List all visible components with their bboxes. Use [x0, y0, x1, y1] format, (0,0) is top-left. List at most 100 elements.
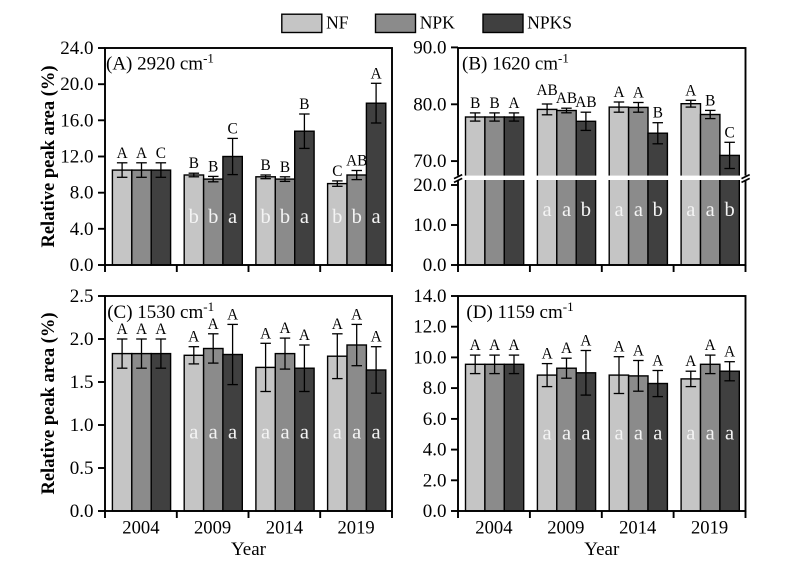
svg-text:C: C	[724, 124, 734, 141]
svg-text:a: a	[300, 206, 309, 228]
svg-text:0.0: 0.0	[70, 501, 94, 522]
svg-text:2014: 2014	[266, 518, 303, 539]
svg-text:a: a	[686, 423, 695, 445]
svg-text:A: A	[580, 333, 591, 350]
svg-text:2009: 2009	[194, 518, 231, 539]
svg-text:A: A	[561, 340, 572, 357]
svg-text:a: a	[562, 423, 571, 445]
svg-text:b: b	[280, 206, 290, 228]
svg-text:A: A	[117, 321, 128, 338]
svg-text:0.0: 0.0	[70, 255, 94, 276]
svg-text:2.5: 2.5	[70, 286, 94, 307]
svg-text:C: C	[156, 145, 166, 162]
svg-text:80.0: 80.0	[413, 94, 446, 115]
svg-text:a: a	[634, 199, 643, 221]
svg-text:(B) 1620 cm-1: (B) 1620 cm-1	[462, 50, 569, 74]
svg-text:(D) 1159 cm-1: (D) 1159 cm-1	[466, 299, 573, 323]
svg-text:B: B	[489, 95, 499, 112]
svg-text:10.0: 10.0	[413, 215, 446, 236]
svg-text:AB: AB	[575, 94, 596, 111]
svg-text:Year: Year	[584, 539, 620, 560]
svg-text:A: A	[489, 337, 500, 354]
svg-text:A: A	[117, 145, 128, 162]
svg-text:B: B	[260, 157, 270, 174]
svg-text:a: a	[372, 206, 381, 228]
svg-text:4.0: 4.0	[423, 440, 447, 461]
svg-text:a: a	[543, 199, 552, 221]
svg-text:a: a	[581, 423, 590, 445]
svg-text:A: A	[279, 320, 290, 337]
svg-text:1.0: 1.0	[70, 415, 94, 436]
svg-text:2.0: 2.0	[70, 329, 94, 350]
svg-text:a: a	[352, 422, 361, 444]
svg-text:A: A	[136, 145, 147, 162]
svg-text:2014: 2014	[619, 518, 656, 539]
svg-text:a: a	[261, 422, 270, 444]
svg-text:A: A	[613, 84, 624, 101]
svg-text:14.0: 14.0	[413, 286, 446, 307]
svg-text:a: a	[228, 422, 237, 444]
svg-text:A: A	[508, 95, 519, 112]
svg-text:AB: AB	[536, 82, 557, 99]
svg-text:b: b	[581, 199, 591, 221]
svg-text:4.0: 4.0	[70, 219, 94, 240]
svg-text:B: B	[705, 92, 715, 109]
svg-text:20.0: 20.0	[413, 175, 446, 196]
svg-text:B: B	[189, 155, 199, 172]
svg-text:a: a	[706, 423, 715, 445]
svg-text:A: A	[188, 329, 199, 346]
svg-text:A: A	[351, 306, 362, 323]
svg-text:A: A	[705, 337, 716, 354]
svg-text:b: b	[724, 199, 734, 221]
svg-text:B: B	[208, 158, 218, 175]
svg-text:70.0: 70.0	[413, 151, 446, 172]
svg-text:Relative peak area (%): Relative peak area (%)	[39, 312, 59, 494]
svg-text:A: A	[371, 65, 382, 82]
svg-text:A: A	[227, 306, 238, 323]
svg-text:B: B	[299, 96, 309, 113]
svg-text:A: A	[371, 329, 382, 346]
svg-text:6.0: 6.0	[423, 409, 447, 430]
svg-text:a: a	[189, 422, 198, 444]
svg-text:A: A	[613, 339, 624, 356]
svg-text:a: a	[614, 199, 623, 221]
svg-text:24.0: 24.0	[60, 38, 93, 59]
svg-text:0.5: 0.5	[70, 458, 94, 479]
svg-text:a: a	[372, 422, 381, 444]
svg-text:1.5: 1.5	[70, 372, 94, 393]
svg-text:2019: 2019	[691, 518, 728, 539]
svg-text:a: a	[634, 423, 643, 445]
svg-text:A: A	[299, 327, 310, 344]
svg-text:NF: NF	[326, 13, 349, 33]
svg-text:A: A	[633, 343, 644, 360]
svg-text:A: A	[724, 344, 735, 361]
svg-text:B: B	[470, 95, 480, 112]
svg-text:A: A	[633, 85, 644, 102]
svg-text:C: C	[227, 120, 237, 137]
svg-text:12.0: 12.0	[413, 317, 446, 338]
svg-text:b: b	[332, 206, 342, 228]
svg-text:(A) 2920 cm-1: (A) 2920 cm-1	[106, 50, 214, 74]
svg-text:Relative peak area (%): Relative peak area (%)	[39, 65, 59, 247]
svg-text:90.0: 90.0	[413, 37, 446, 58]
svg-text:8.0: 8.0	[70, 183, 94, 204]
svg-text:2.0: 2.0	[423, 470, 447, 491]
svg-text:20.0: 20.0	[60, 74, 93, 95]
svg-text:a: a	[228, 206, 237, 228]
svg-text:b: b	[352, 206, 362, 228]
svg-text:A: A	[260, 325, 271, 342]
svg-text:b: b	[260, 206, 270, 228]
svg-text:12.0: 12.0	[60, 147, 93, 168]
svg-text:A: A	[652, 353, 663, 370]
svg-text:A: A	[208, 316, 219, 333]
svg-text:2004: 2004	[122, 518, 159, 539]
svg-text:a: a	[300, 422, 309, 444]
svg-text:B: B	[653, 105, 663, 122]
svg-text:AB: AB	[346, 153, 367, 170]
svg-text:16.0: 16.0	[60, 110, 93, 131]
svg-text:a: a	[653, 423, 662, 445]
svg-text:a: a	[209, 422, 218, 444]
svg-text:0.0: 0.0	[423, 255, 447, 276]
svg-text:b: b	[189, 206, 199, 228]
svg-text:a: a	[280, 422, 289, 444]
